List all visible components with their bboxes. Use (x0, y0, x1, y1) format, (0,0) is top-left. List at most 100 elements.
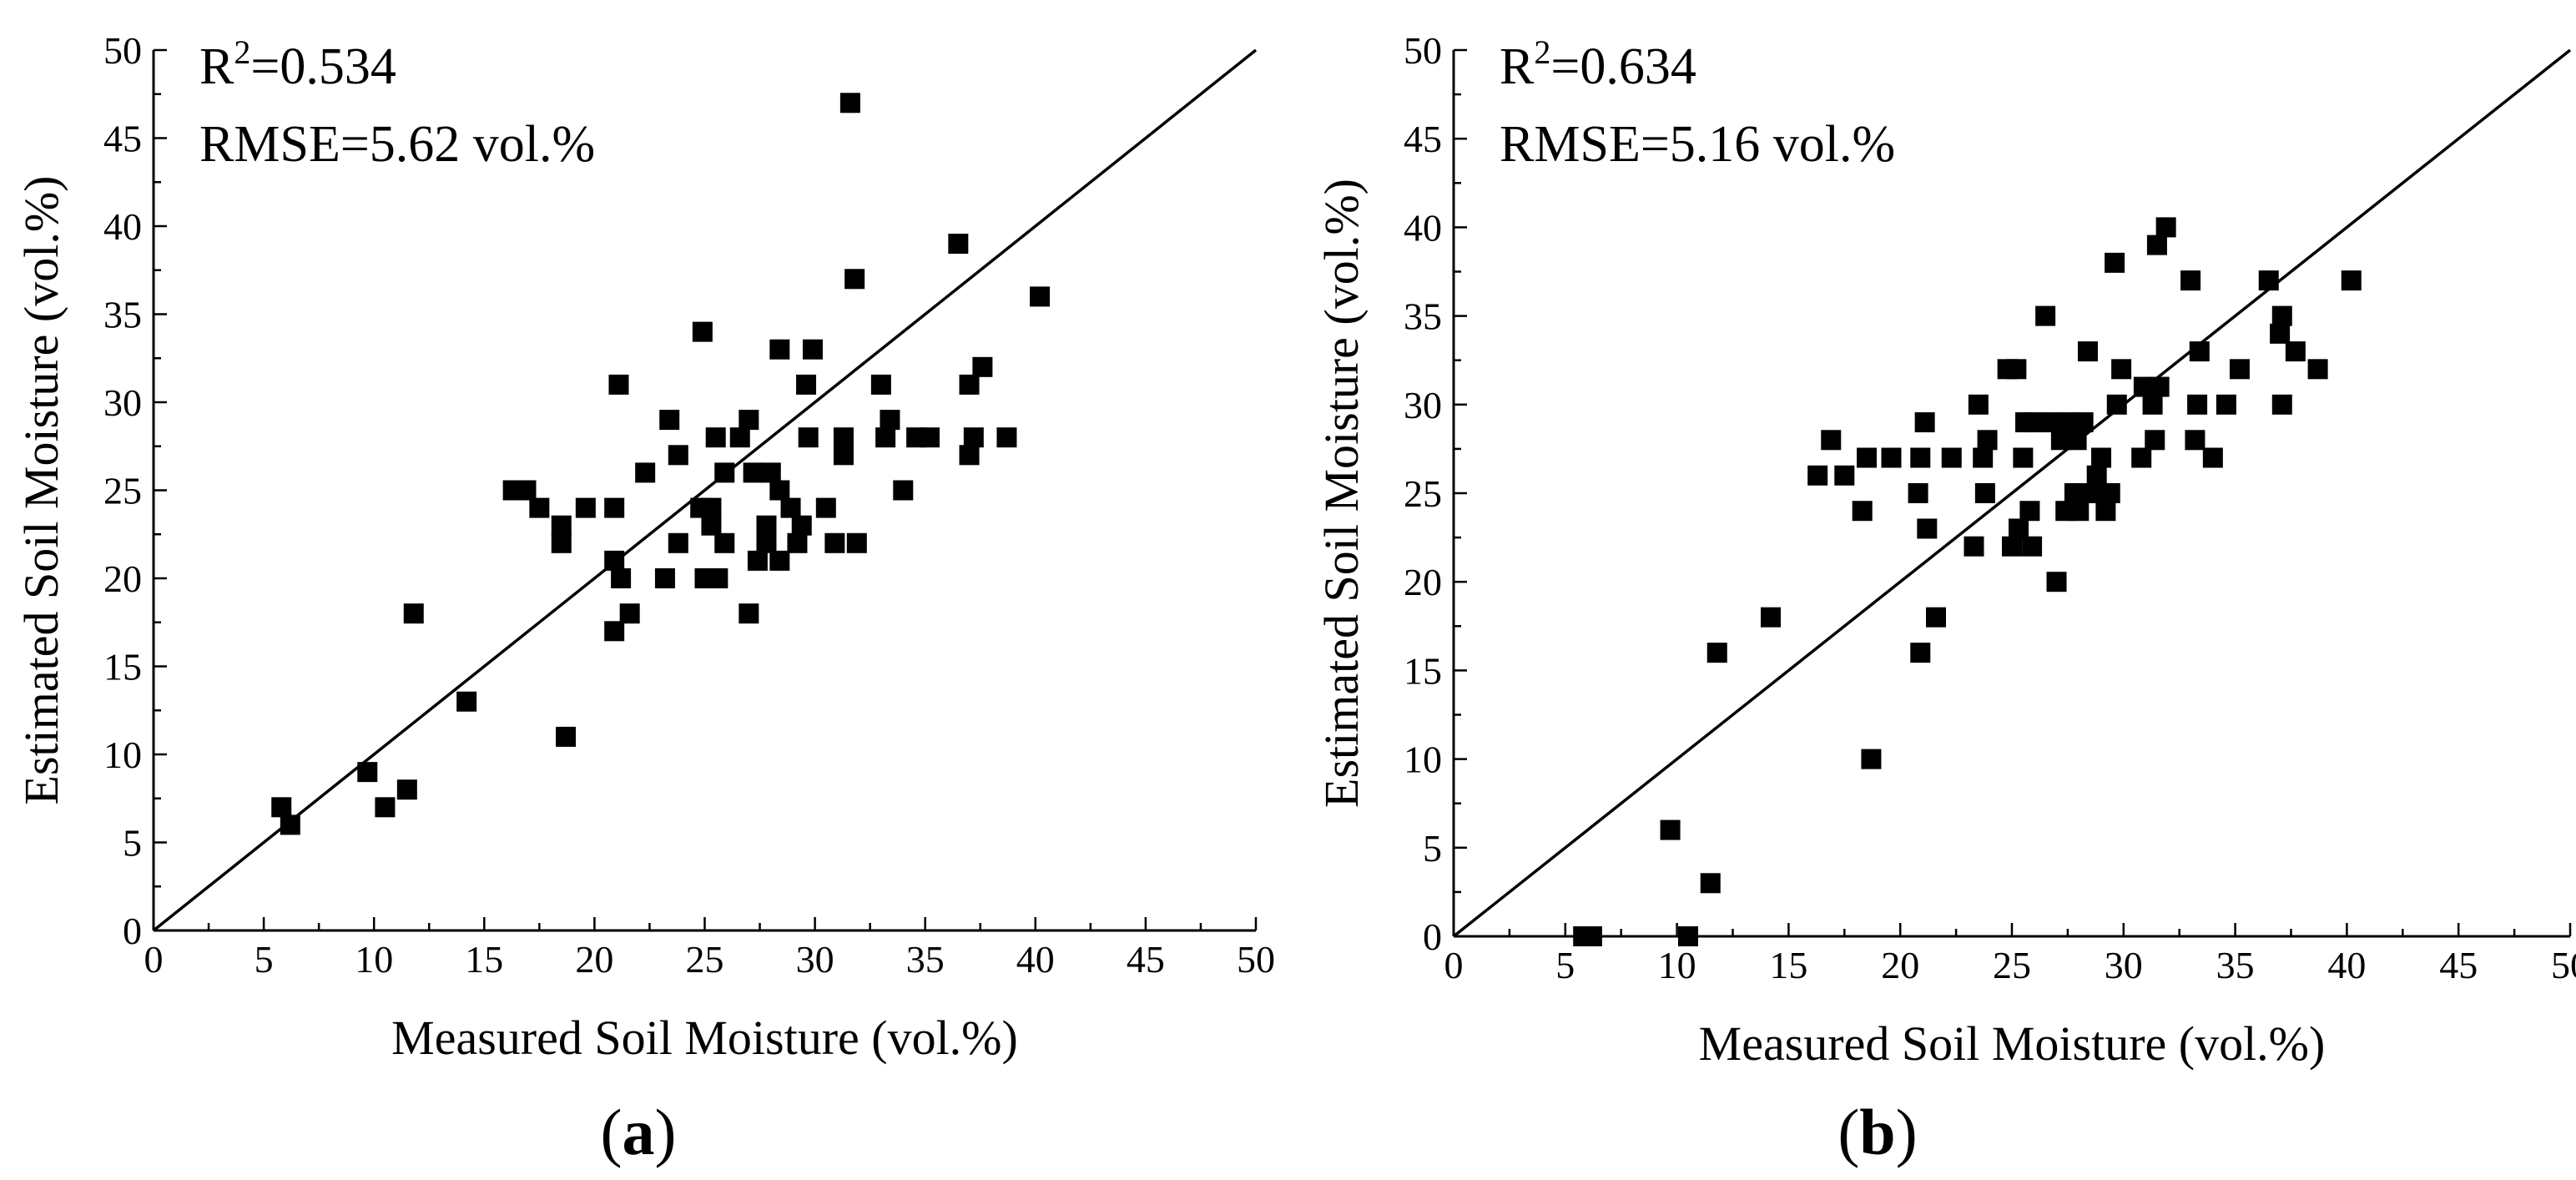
y-tick-label: 20 (103, 557, 142, 600)
y-tick-label: 10 (1404, 739, 1442, 781)
data-point (870, 374, 891, 395)
x-tick-label: 25 (1993, 944, 2031, 986)
data-point (1973, 447, 1994, 468)
data-point (1821, 430, 1842, 451)
x-tick-label: 50 (2551, 944, 2576, 986)
data-point (1968, 394, 1989, 415)
r2-value: =0.634 (1550, 38, 1696, 95)
data-point (893, 480, 914, 501)
data-point (1974, 483, 1995, 503)
data-point (2271, 394, 2292, 415)
data-point (701, 515, 722, 536)
data-point (815, 497, 836, 518)
data-point (739, 603, 759, 624)
panel-label-letter: a (623, 1096, 655, 1168)
data-point (747, 550, 768, 571)
data-point (2145, 430, 2165, 451)
data-point (2185, 430, 2205, 451)
x-tick-label: 50 (1237, 938, 1275, 981)
x-tick-label: 15 (465, 938, 503, 981)
data-point (2082, 483, 2103, 503)
data-point (2064, 483, 2084, 503)
data-point (529, 497, 550, 518)
data-point (659, 410, 680, 431)
x-tick-label: 5 (1555, 944, 1575, 986)
data-point (2341, 270, 2362, 291)
data-point (2146, 234, 2167, 255)
data-point (2009, 518, 2029, 539)
data-point (2091, 447, 2112, 468)
x-axis-title: Measured Soil Moisture (vol.%) (1699, 1016, 2326, 1071)
x-tick-label: 0 (144, 938, 164, 981)
data-point (396, 779, 417, 800)
data-point (824, 532, 845, 553)
data-point (2002, 536, 2022, 557)
y-tick-label: 15 (103, 646, 142, 688)
panel-a: 0 5 10 15 20 25 30 35 40 45 50 0 5 10 15 20 25 30 35 40 45 50… (14, 29, 1275, 1168)
panel-label-open-paren: ( (601, 1096, 623, 1168)
x-tick-label: 35 (2216, 944, 2255, 986)
data-point (1852, 501, 1873, 522)
data-point (739, 410, 759, 431)
x-tick-label: 45 (2439, 944, 2478, 986)
data-point (791, 515, 812, 536)
panel-label-close-paren: ) (655, 1096, 677, 1168)
y-tick-label: 25 (1404, 472, 1442, 515)
data-point (2066, 430, 2087, 451)
data-point (619, 603, 640, 624)
data-point (1964, 536, 1984, 557)
data-point (604, 621, 625, 642)
y-tick-label: 20 (1404, 561, 1442, 603)
data-point (2095, 501, 2116, 522)
data-point (2111, 359, 2132, 380)
data-point (769, 339, 790, 360)
data-point (2216, 394, 2236, 415)
r2-superscript: 2 (234, 33, 250, 71)
data-point (880, 410, 900, 431)
data-point (1908, 483, 1928, 503)
rmse-annotation: RMSE=5.16 vol.% (1500, 116, 1895, 173)
data-point (729, 427, 750, 448)
data-point (2006, 359, 2027, 380)
data-point (611, 568, 632, 588)
data-point (2077, 341, 2098, 362)
y-tick-label: 40 (103, 205, 142, 248)
data-point (1581, 926, 1602, 946)
data-point (2285, 341, 2306, 362)
y-tick-label: 50 (1404, 29, 1442, 72)
data-point (714, 462, 735, 483)
data-point (963, 427, 984, 448)
panel-b: 0 5 10 15 20 25 30 35 40 45 50 0 5 10 15 20 25 30 35 40 45 50… (1314, 29, 2576, 1168)
data-point (2024, 412, 2044, 433)
y-tick-label: 35 (103, 294, 142, 336)
data-point (959, 445, 980, 466)
data-point (948, 234, 969, 255)
y-tick-label: 15 (1404, 649, 1442, 692)
data-point (1706, 643, 1727, 663)
data-point (844, 269, 865, 290)
data-point (2258, 270, 2279, 291)
r2-prefix: R (1500, 38, 1535, 95)
r2-value: =0.534 (250, 38, 396, 95)
x-tick-label: 40 (1016, 938, 1055, 981)
data-point (1917, 518, 1938, 539)
data-point (2100, 483, 2120, 503)
data-point (668, 532, 688, 553)
data-point (1914, 412, 1935, 433)
r2-annotation: R2=0.534 (199, 33, 396, 95)
data-point (996, 427, 1017, 448)
panel-label: (a) (601, 1096, 677, 1168)
data-point (403, 603, 424, 624)
x-tick-label: 30 (796, 938, 834, 981)
y-axis-title: Estimated Soil Moisture (vol.%) (1314, 179, 1369, 808)
data-point (280, 814, 300, 835)
data-point (787, 532, 808, 553)
data-point (1910, 447, 1931, 468)
data-point (1834, 465, 1855, 486)
data-point (1700, 873, 1721, 894)
data-point (796, 374, 817, 395)
x-axis-title: Measured Soil Moisture (vol.%) (391, 1011, 1018, 1065)
data-point (2073, 412, 2094, 433)
x-tick-label: 0 (1444, 944, 1464, 986)
